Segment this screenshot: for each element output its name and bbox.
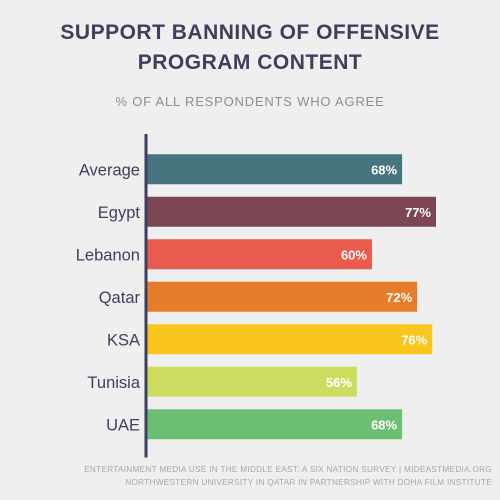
chart-subtitle: % OF ALL RESPONDENTS WHO AGREE [115,94,385,109]
chart-title: SUPPORT BANNING OF OFFENSIVE PROGRAM CONT… [60,21,440,74]
bar-qatar [146,281,418,312]
bar-tunisia [146,366,357,397]
category-label-lebanon: Lebanon [76,246,140,264]
bar-ksa [146,324,433,355]
value-label-egypt: 77% [405,205,431,220]
footer-line-2: NORTHWESTERN UNIVERSITY IN QATAR IN PART… [125,478,492,487]
category-label-egypt: Egypt [98,204,141,222]
category-label-uae: UAE [106,416,140,434]
footer-credits: ENTERTAINMENT MEDIA USE IN THE MIDDLE EA… [0,463,492,489]
bar-lebanon [146,239,372,270]
category-label-average: Average [79,161,140,179]
value-label-uae: 68% [371,417,397,432]
category-label-ksa: KSA [107,331,140,349]
bar-uae [146,409,403,440]
value-label-average: 68% [371,162,397,177]
value-label-ksa: 76% [401,332,427,347]
bar-egypt [146,196,436,227]
category-label-qatar: Qatar [99,289,141,307]
footer-line-1: ENTERTAINMENT MEDIA USE IN THE MIDDLE EA… [84,465,492,474]
value-label-qatar: 72% [386,290,412,305]
bar-average [146,154,403,185]
value-label-tunisia: 56% [326,375,352,390]
category-label-tunisia: Tunisia [87,374,140,392]
value-label-lebanon: 60% [341,247,367,262]
